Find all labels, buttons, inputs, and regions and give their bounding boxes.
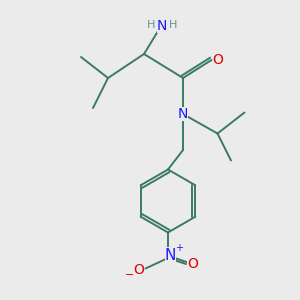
Text: H: H (147, 20, 156, 31)
Text: N: N (178, 107, 188, 121)
Text: H: H (169, 20, 177, 31)
Text: +: + (176, 243, 183, 254)
Text: O: O (134, 263, 144, 277)
Text: O: O (213, 53, 224, 67)
Text: O: O (187, 257, 198, 271)
Text: N: N (157, 19, 167, 32)
Text: N: N (165, 248, 176, 262)
Text: −: − (125, 270, 135, 280)
